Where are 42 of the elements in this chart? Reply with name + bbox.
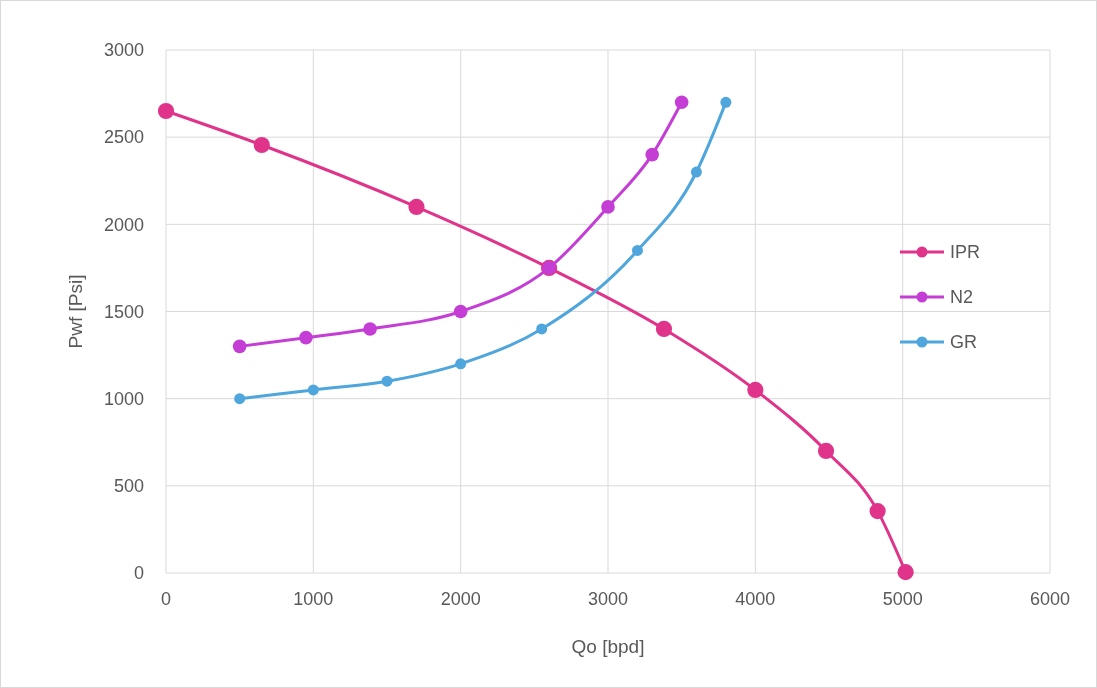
y-tick-label: 2500 — [103, 127, 144, 148]
x-tick-label: 2000 — [440, 589, 481, 609]
x-tick-label: 4000 — [735, 589, 776, 609]
y-axis-title: Pwf [Psi] — [65, 274, 86, 349]
y-tick-label: 3000 — [103, 40, 144, 61]
y-tick-label: 2000 — [103, 214, 144, 235]
point — [631, 244, 643, 256]
point — [536, 323, 548, 335]
legend-label: N2 — [950, 287, 974, 308]
point — [817, 442, 835, 460]
point — [690, 166, 702, 178]
x-tick-label: 5000 — [882, 589, 923, 609]
y-tick-label: 1000 — [103, 388, 144, 409]
point — [645, 147, 659, 162]
x-tick-label: 3000 — [587, 589, 629, 609]
x-axis-title: Qo [bpd] — [571, 636, 645, 657]
point — [897, 564, 914, 581]
x-tick-label: 0 — [160, 589, 172, 609]
point — [232, 339, 247, 354]
y-tick-label: 500 — [113, 476, 144, 497]
point — [601, 200, 615, 214]
point — [363, 322, 377, 336]
legend-label: IPR — [950, 242, 981, 263]
x-tick-label: 6000 — [1029, 589, 1071, 609]
y-tick-label: 1500 — [103, 301, 144, 322]
point — [408, 198, 425, 215]
point — [869, 503, 886, 520]
point — [674, 95, 689, 110]
legend-label: GR — [950, 332, 977, 353]
point — [455, 358, 467, 370]
point — [720, 96, 732, 108]
point — [157, 102, 175, 120]
point — [655, 320, 673, 338]
point — [234, 393, 246, 405]
point — [307, 384, 319, 396]
point — [381, 375, 393, 387]
point — [747, 381, 764, 399]
x-tick-label: 1000 — [293, 589, 334, 609]
point — [299, 330, 313, 345]
point — [253, 136, 270, 154]
point — [453, 304, 468, 319]
y-tick-label: 0 — [133, 563, 144, 584]
